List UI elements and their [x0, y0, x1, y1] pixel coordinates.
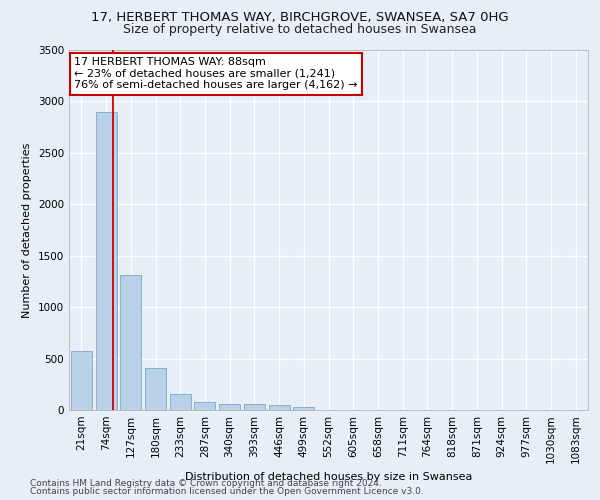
Bar — [170, 394, 191, 410]
Bar — [244, 404, 265, 410]
Bar — [293, 407, 314, 410]
Bar — [194, 402, 215, 410]
Y-axis label: Number of detached properties: Number of detached properties — [22, 142, 32, 318]
Bar — [95, 112, 116, 410]
Bar — [120, 276, 141, 410]
Bar — [145, 368, 166, 410]
Text: 17 HERBERT THOMAS WAY: 88sqm
← 23% of detached houses are smaller (1,241)
76% of: 17 HERBERT THOMAS WAY: 88sqm ← 23% of de… — [74, 57, 358, 90]
Text: Contains public sector information licensed under the Open Government Licence v3: Contains public sector information licen… — [30, 487, 424, 496]
Bar — [219, 404, 240, 410]
Text: Size of property relative to detached houses in Swansea: Size of property relative to detached ho… — [123, 22, 477, 36]
Text: 17, HERBERT THOMAS WAY, BIRCHGROVE, SWANSEA, SA7 0HG: 17, HERBERT THOMAS WAY, BIRCHGROVE, SWAN… — [91, 11, 509, 24]
Bar — [269, 406, 290, 410]
Text: Contains HM Land Registry data © Crown copyright and database right 2024.: Contains HM Land Registry data © Crown c… — [30, 478, 382, 488]
Bar — [71, 351, 92, 410]
X-axis label: Distribution of detached houses by size in Swansea: Distribution of detached houses by size … — [185, 472, 472, 482]
